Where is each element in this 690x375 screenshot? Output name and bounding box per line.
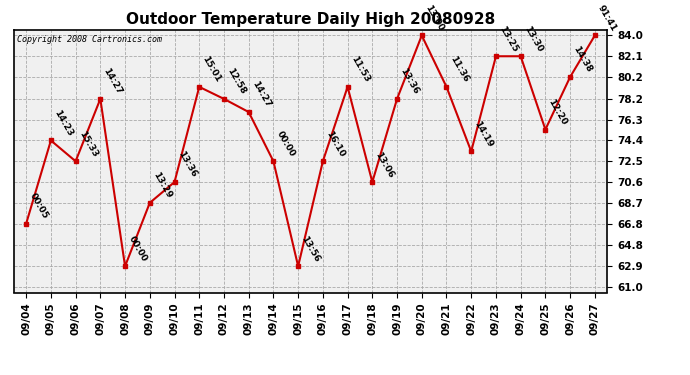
- Text: 12:58: 12:58: [226, 67, 248, 96]
- Text: 13:06: 13:06: [374, 150, 396, 179]
- Text: 14:19: 14:19: [473, 119, 495, 148]
- Text: 14:23: 14:23: [52, 108, 75, 138]
- Text: Copyright 2008 Cartronics.com: Copyright 2008 Cartronics.com: [17, 35, 161, 44]
- Text: 91:41: 91:41: [596, 3, 618, 33]
- Text: 00:00: 00:00: [126, 235, 148, 264]
- Text: 00:00: 00:00: [275, 130, 297, 159]
- Text: 12:20: 12:20: [546, 98, 569, 127]
- Text: 14:27: 14:27: [101, 67, 124, 96]
- Title: Outdoor Temperature Daily High 20080928: Outdoor Temperature Daily High 20080928: [126, 12, 495, 27]
- Text: 13:36: 13:36: [176, 150, 198, 179]
- Text: 15:01: 15:01: [201, 55, 223, 84]
- Text: 11:36: 11:36: [448, 55, 470, 84]
- Text: 13:36: 13:36: [398, 67, 420, 96]
- Text: 13:29: 13:29: [151, 171, 173, 200]
- Text: 14:38: 14:38: [571, 45, 593, 74]
- Text: 13:25: 13:25: [497, 24, 520, 54]
- Text: 13:56: 13:56: [299, 234, 322, 264]
- Text: 00:05: 00:05: [28, 192, 50, 221]
- Text: 13:30: 13:30: [522, 24, 544, 54]
- Text: 16:10: 16:10: [324, 129, 346, 159]
- Text: 14:27: 14:27: [250, 80, 273, 109]
- Text: 11:53: 11:53: [349, 55, 371, 84]
- Text: 13:00: 13:00: [423, 4, 445, 33]
- Text: 15:33: 15:33: [77, 129, 99, 159]
